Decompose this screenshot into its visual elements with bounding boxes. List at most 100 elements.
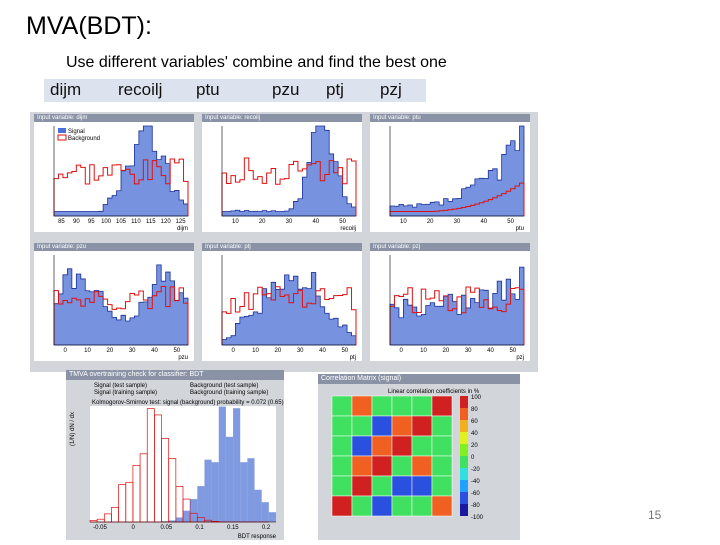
- x-tick-label: 0: [231, 348, 235, 354]
- matrix-cell: [412, 496, 432, 516]
- x-tick-label: 50: [173, 348, 180, 354]
- x-tick-label: 0: [63, 348, 67, 354]
- y-axis-label: (1/N) dN / dx: [70, 412, 76, 446]
- matrix-cell: [372, 476, 392, 496]
- signal-bar: [204, 460, 211, 522]
- x-tick-label: 10: [84, 348, 91, 354]
- signal-bar: [269, 512, 276, 522]
- matrix-cell: [432, 396, 452, 416]
- colorbar-label: 0: [471, 455, 475, 461]
- signal-bar: [197, 486, 204, 522]
- x-tick-label: 20: [442, 348, 449, 354]
- matrix-cell: [352, 476, 372, 496]
- legend-label: Signal (test sample): [94, 383, 147, 389]
- matrix-cell: [392, 496, 412, 516]
- x-tick-label: 120: [161, 219, 172, 225]
- legend-swatch-background: [58, 135, 66, 140]
- legend-label: Signal (training sample): [94, 390, 157, 396]
- x-tick-label: 50: [339, 219, 346, 225]
- matrix-cell: [432, 436, 452, 456]
- x-tick-label: 10: [400, 219, 407, 225]
- variable-label: recoilj: [118, 80, 162, 100]
- x-tick-label: 0.1: [195, 525, 204, 531]
- signal-bar: [176, 517, 183, 522]
- legend-label-background: Background: [68, 136, 100, 142]
- x-tick-label: 90: [73, 219, 80, 225]
- x-tick-label: 0: [132, 525, 136, 531]
- signal-bar: [190, 499, 197, 522]
- matrix-cell: [372, 456, 392, 476]
- colorbar-segment: [460, 504, 468, 516]
- plot-header: Correlation Matrix (signal): [318, 374, 520, 384]
- colorbar-label: -80: [471, 503, 480, 509]
- matrix-cell: [412, 436, 432, 456]
- colorbar-segment: [460, 408, 468, 420]
- matrix-cell: [352, 396, 372, 416]
- matrix-cell: [332, 496, 352, 516]
- signal-bar: [233, 408, 240, 522]
- matrix-cell: [372, 436, 392, 456]
- colorbar-label: -20: [471, 467, 480, 473]
- correlation-matrix: Correlation Matrix (signal) Linear corre…: [318, 374, 520, 540]
- correlation-subheader: Linear correlation coefficients in %: [388, 389, 480, 395]
- colorbar-label: 20: [471, 443, 478, 449]
- signal-histogram: [390, 126, 524, 216]
- matrix-cell: [392, 436, 412, 456]
- signal-bar: [212, 462, 219, 522]
- x-tick-label: 30: [297, 348, 304, 354]
- x-tick-label: 30: [286, 219, 293, 225]
- x-axis-label: pzu: [178, 355, 188, 361]
- matrix-cell: [432, 456, 452, 476]
- correlation-svg: Linear correlation coefficients in %1008…: [318, 374, 520, 540]
- plot-header: TMVA overtraining check for classifier: …: [66, 370, 284, 380]
- x-tick-label: 0.2: [262, 525, 271, 531]
- x-tick-label: 50: [341, 348, 348, 354]
- variable-label: pzj: [380, 80, 402, 100]
- overtraining-svg: Signal (test sample)Background (test sam…: [66, 370, 284, 540]
- matrix-cell: [372, 416, 392, 436]
- matrix-cell: [412, 416, 432, 436]
- x-axis-label: ptj: [350, 355, 356, 361]
- x-axis-label: ptu: [516, 226, 524, 232]
- x-tick-label: 105: [116, 219, 127, 225]
- x-tick-label: 20: [106, 348, 113, 354]
- colorbar-segment: [460, 432, 468, 444]
- legend-label: Background (training sample): [190, 390, 268, 396]
- x-tick-label: 110: [131, 219, 141, 225]
- x-tick-label: 125: [176, 219, 187, 225]
- matrix-cell: [332, 416, 352, 436]
- matrix-cell: [432, 476, 452, 496]
- matrix-cell: [412, 456, 432, 476]
- matrix-cell: [332, 436, 352, 456]
- page-number: 15: [648, 508, 661, 522]
- colorbar-label: -100: [471, 515, 484, 521]
- signal-bar: [247, 458, 254, 522]
- colorbar-label: 100: [471, 395, 482, 401]
- matrix-cell: [352, 436, 372, 456]
- x-axis-label: dijm: [177, 226, 188, 232]
- colorbar-segment: [460, 444, 468, 456]
- x-tick-label: -0.05: [93, 525, 107, 531]
- legend-swatch-signal: [58, 128, 66, 133]
- matrix-cell: [352, 416, 372, 436]
- signal-bar: [219, 407, 226, 522]
- x-tick-label: 40: [480, 219, 487, 225]
- x-tick-label: 20: [259, 219, 266, 225]
- matrix-cell: [412, 396, 432, 416]
- colorbar-segment: [460, 492, 468, 504]
- slide-subtitle: Use different variables' combine and fin…: [66, 54, 447, 72]
- x-tick-label: 0.05: [161, 525, 173, 531]
- x-tick-label: 10: [420, 348, 427, 354]
- x-tick-label: 10: [252, 348, 259, 354]
- matrix-cell: [392, 456, 412, 476]
